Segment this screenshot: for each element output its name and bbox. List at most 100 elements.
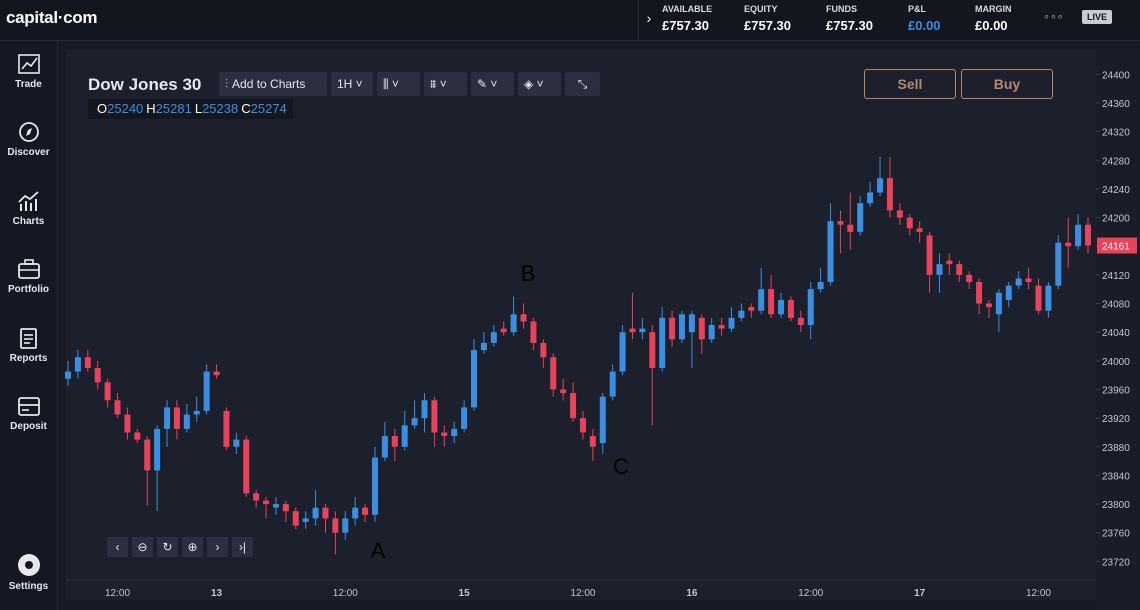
drawing-tools[interactable]: ✎ ˅ [471, 72, 514, 96]
nav-item[interactable]: Portfolio [0, 258, 57, 295]
x-tick-label: 12:00 [1026, 588, 1051, 599]
add-to-charts[interactable]: ⫶ Add to Charts [219, 72, 327, 96]
candle-body [461, 407, 468, 429]
candle-body [847, 224, 854, 232]
go-latest[interactable]: ›| [232, 537, 253, 557]
candle-body [164, 407, 171, 429]
candle-body [778, 299, 785, 315]
candle-body [401, 425, 408, 447]
candle-body [74, 357, 81, 372]
stat-value: £0.00 [975, 18, 1008, 33]
candle-body [560, 389, 567, 394]
candle-body [1075, 224, 1082, 247]
candle-body [787, 299, 794, 318]
candle-body [104, 382, 111, 401]
candle-body [1065, 242, 1072, 247]
annotation: B [521, 261, 536, 286]
stat-label: EQUITY [744, 4, 778, 14]
candle-body [282, 504, 289, 512]
x-tick-label: 15 [459, 588, 471, 599]
candle-body [1055, 242, 1062, 286]
layers[interactable]: ◈ ˅ [518, 72, 561, 96]
y-tick-label: 24280 [1102, 156, 1130, 167]
candle-body [609, 371, 616, 397]
candle-body [292, 511, 299, 526]
candle-body [956, 264, 963, 275]
y-tick-label: 24360 [1102, 99, 1130, 110]
y-tick-label: 23840 [1102, 471, 1130, 482]
last-price-tag [1097, 237, 1137, 254]
nav-item[interactable]: Deposit [0, 395, 57, 432]
more-menu[interactable]: ∘∘∘ [1043, 11, 1064, 23]
plot-area [66, 50, 1096, 600]
y-tick-label: 24240 [1102, 185, 1130, 196]
stat-value: £757.30 [662, 18, 709, 33]
candle-body [1005, 285, 1012, 300]
ohlc-value: 25240 [107, 101, 144, 116]
reset[interactable]: ↻ [157, 537, 178, 557]
candle-body [985, 303, 992, 308]
nav-icon [17, 54, 40, 74]
y-tick-label: 24320 [1102, 128, 1130, 139]
account-stat: FUNDS £757.30 [826, 4, 906, 33]
scroll-right[interactable]: › [207, 537, 228, 557]
candle-body [738, 310, 745, 318]
nav-item[interactable]: Reports [0, 327, 57, 364]
interval-label: 1H [337, 77, 353, 91]
collapse[interactable]: ⤡ [565, 72, 600, 96]
candle-body [371, 457, 378, 515]
nav-icon [18, 122, 39, 143]
nav-icon [17, 397, 40, 416]
candle-body [976, 282, 983, 304]
candle-body [342, 518, 349, 533]
buy-button[interactable]: Buy [961, 69, 1053, 99]
candle-body [639, 328, 646, 333]
ohlc-value: 25281 [155, 101, 192, 116]
nav-label: Portfolio [7, 284, 50, 296]
candle-body [936, 264, 943, 275]
candle-body [837, 221, 844, 225]
candle-body [312, 507, 319, 519]
nav-item[interactable]: Settings [0, 553, 57, 592]
logo[interactable]: capital·com [6, 8, 98, 27]
candle-body [995, 292, 1002, 315]
candle-body [1035, 285, 1042, 311]
candle-body [797, 317, 804, 326]
scroll-left[interactable]: ‹ [107, 537, 128, 557]
candle-body [669, 317, 676, 340]
candle-body [223, 410, 230, 447]
interval-select[interactable]: 1H ˅ [331, 72, 373, 96]
nav-item[interactable]: Charts [0, 190, 57, 227]
candle-body [471, 350, 478, 408]
zoom-in[interactable]: ⊕ [182, 537, 203, 557]
candle-body [966, 274, 973, 283]
chart-type[interactable]: ⫼ ˅ [377, 72, 420, 96]
mode-badge[interactable]: LIVE [1082, 10, 1113, 24]
x-tick-label: 12:00 [333, 588, 358, 599]
sell-button[interactable]: Sell [864, 69, 956, 99]
candle-body [352, 507, 359, 519]
nav-icon [17, 259, 40, 280]
zoom-out[interactable]: ⊖ [132, 537, 153, 557]
top-bar: capital·com › ∘∘∘ LIVE AVAILABLE £757.30 E… [0, 0, 1140, 41]
candle-body [114, 400, 121, 415]
nav-item[interactable]: Discover [0, 121, 57, 158]
y-tick-label: 24000 [1102, 357, 1130, 368]
expand-arrow[interactable]: › [638, 0, 659, 40]
account-stat: P&L £0.00 [908, 4, 988, 33]
candle-body [421, 400, 428, 419]
stat-value: £0.00 [908, 18, 941, 33]
candle-body [708, 325, 715, 340]
candle-body [154, 428, 161, 471]
indicators[interactable]: ⩩ ˅ [424, 72, 467, 96]
candle-body [678, 314, 685, 340]
nav-item[interactable]: Trade [0, 53, 57, 90]
candle-body [540, 342, 547, 358]
candle-body [817, 282, 824, 290]
stat-label: AVAILABLE [662, 4, 713, 14]
stat-value: £757.30 [744, 18, 791, 33]
zoom-controls: ‹ ⊖ ↻ ⊕ › ›| [107, 537, 253, 557]
candle-body [768, 289, 775, 315]
candle-body [362, 507, 369, 515]
